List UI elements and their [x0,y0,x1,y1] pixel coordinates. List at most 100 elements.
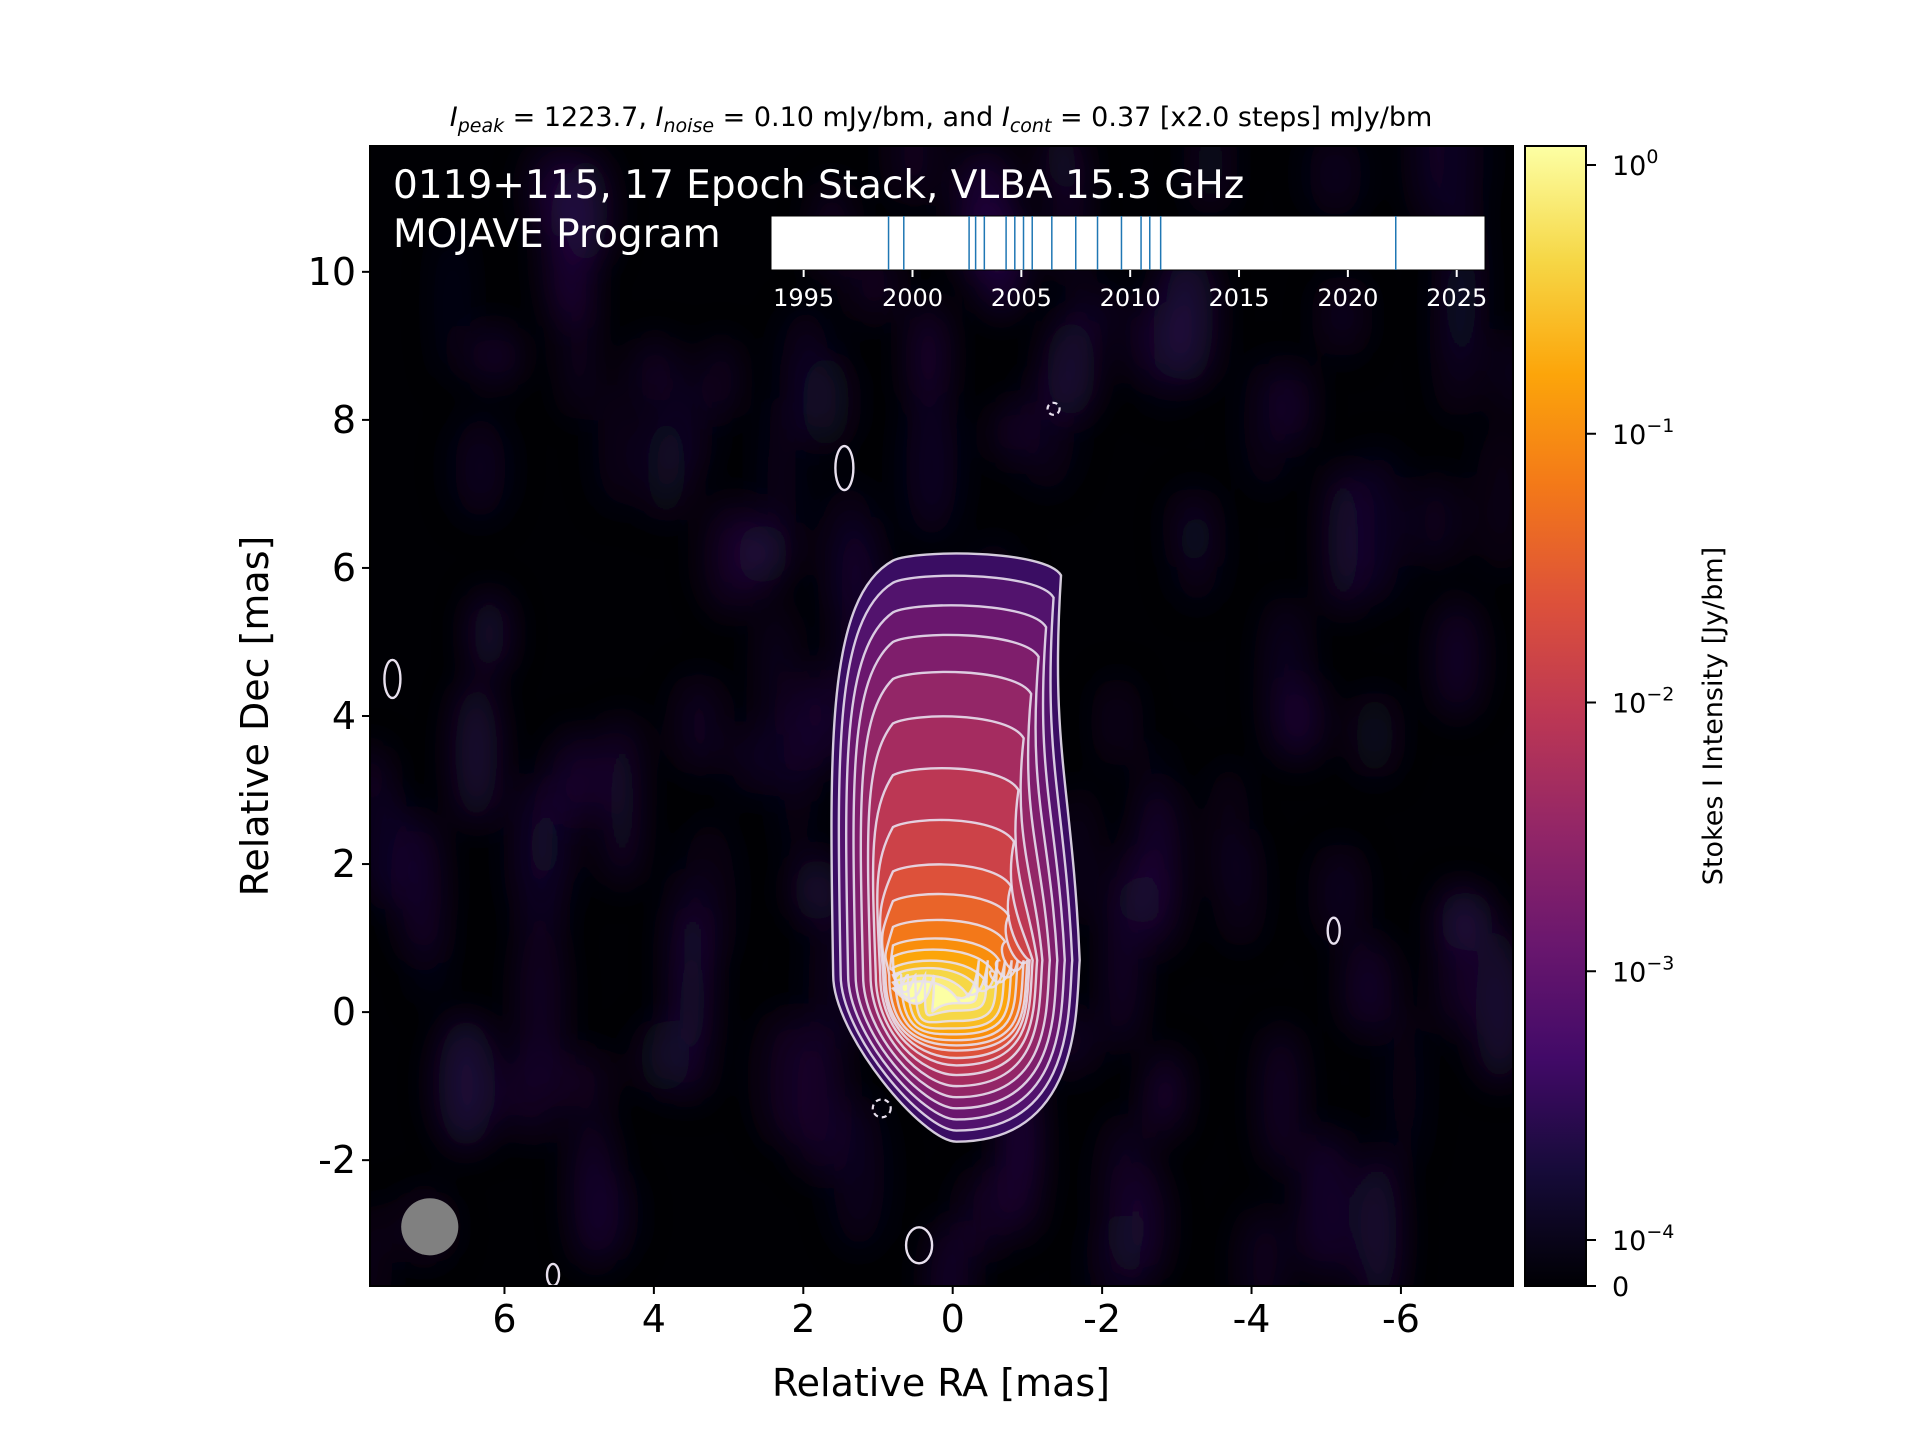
noise-blob [563,152,608,269]
timeline-tick-label: 2020 [1317,284,1378,312]
noise-blob [640,1020,690,1095]
noise-blob [1112,846,1142,925]
x-axis-label: Relative RA [mas] [772,1361,1110,1405]
colorbar-tick-label: 10−3 [1612,952,1674,988]
noise-blob [911,299,947,417]
contour [890,960,981,1013]
noise-blob [833,1096,885,1252]
noise-blob [498,1064,520,1133]
noise-blob [1047,317,1096,421]
noise-blob [1102,1113,1149,1274]
noise-blob [455,415,506,522]
noise-blob [1244,356,1288,494]
y-tick-label: 10 [308,250,356,294]
y-tick-label: 8 [332,398,356,442]
contour [884,918,1025,1047]
contour-lines [383,401,1341,1286]
noise-blob [441,226,464,383]
noise-blob [1356,447,1402,607]
noise-blob [519,911,561,1088]
timeline-tick-label: 2025 [1426,284,1487,312]
timeline-tick-label: 2010 [1100,284,1161,312]
beam-ellipse [401,1198,459,1256]
contour [859,670,1052,1099]
noise-blob [1152,1047,1181,1117]
noise-blob [759,599,795,736]
noise-blob [598,384,640,512]
contour-island [383,658,402,700]
noise-blob [822,482,875,620]
noise-blob [994,400,1030,465]
contour-island [834,444,855,492]
noise-blob [1434,598,1480,720]
noise-blob [930,1219,969,1286]
x-tick-label: 0 [941,1297,965,1341]
noise-blob [1475,932,1513,1086]
noise-blob [370,1199,382,1286]
colorbar-tick-label: 100 [1612,146,1658,182]
noise-blob [1239,1205,1288,1286]
contour [889,937,1019,1042]
noise-blob [1361,1149,1398,1286]
colorbar-gradient [1524,145,1587,1287]
noise-blob [782,703,814,864]
noise-blob [889,146,938,207]
colorbar-tick-label: 10−2 [1612,684,1674,720]
y-axis: -2 0 2 4 6 8 10 [308,250,370,1182]
contour [880,892,1029,1052]
y-tick-label: 2 [332,842,356,886]
colorbar-tick-label: 0 [1612,1272,1629,1303]
noise-blob [1165,247,1214,389]
noise-blob [677,673,721,776]
noise-blob [1475,423,1513,577]
noise-blob [684,817,735,967]
x-tick-label: -2 [1083,1297,1121,1341]
noise-blob [1495,328,1513,419]
x-tick-label: -6 [1382,1297,1420,1341]
noise-blob [521,774,572,931]
noise-blob [794,855,841,925]
noise-blob [472,592,507,676]
noise-blob [1322,1118,1355,1286]
noise-blob [1309,146,1362,220]
noise-blob [420,892,442,1007]
contour [844,604,1066,1121]
noise-blob [607,712,637,890]
contour [837,574,1074,1132]
x-tick-label: 4 [642,1297,666,1341]
x-tick-label: 2 [791,1297,815,1341]
y-axis-label: Relative Dec [mas] [233,536,277,897]
noise-blob [759,1008,813,1148]
timeline-tick-label: 2005 [991,284,1052,312]
noise-blob [1355,691,1394,779]
contour [878,863,1031,1060]
noise-blob [729,721,785,797]
contour [871,766,1039,1077]
noise-blob [1435,146,1484,225]
noise-blob [765,397,798,564]
colorbar-tick-label: 10−1 [1612,415,1674,451]
noise-blob [1262,1023,1300,1174]
y-tick-label: 4 [332,694,356,738]
noise-blob [711,336,733,420]
noise-blob [455,678,498,827]
y-tick-label: 6 [332,546,356,590]
colorbar-tick-label: 10−4 [1612,1221,1674,1257]
x-axis: 6 4 2 0 -2 -4 -6 [492,1286,1420,1341]
source-annotation: 0119+115, 17 Epoch Stack, VLBA 15.3 GHz [393,163,1244,208]
contour [891,948,1013,1036]
contour [866,715,1044,1088]
y-tick-label: 0 [332,990,356,1034]
noise-blob [1390,1002,1420,1169]
noise-blob [561,1046,610,1118]
noise-blob [1265,594,1307,763]
chart-title: Ipeak = 1223.7, Inoise = 0.10 mJy/bm, an… [450,102,1433,137]
noise-blob [473,325,519,388]
x-tick-label: 6 [492,1297,516,1341]
noise-blob [1413,474,1459,569]
y-tick-label: -2 [318,1138,356,1182]
noise-blob [1174,487,1214,568]
image-panel [369,145,1514,1287]
noise-blob [802,352,850,451]
